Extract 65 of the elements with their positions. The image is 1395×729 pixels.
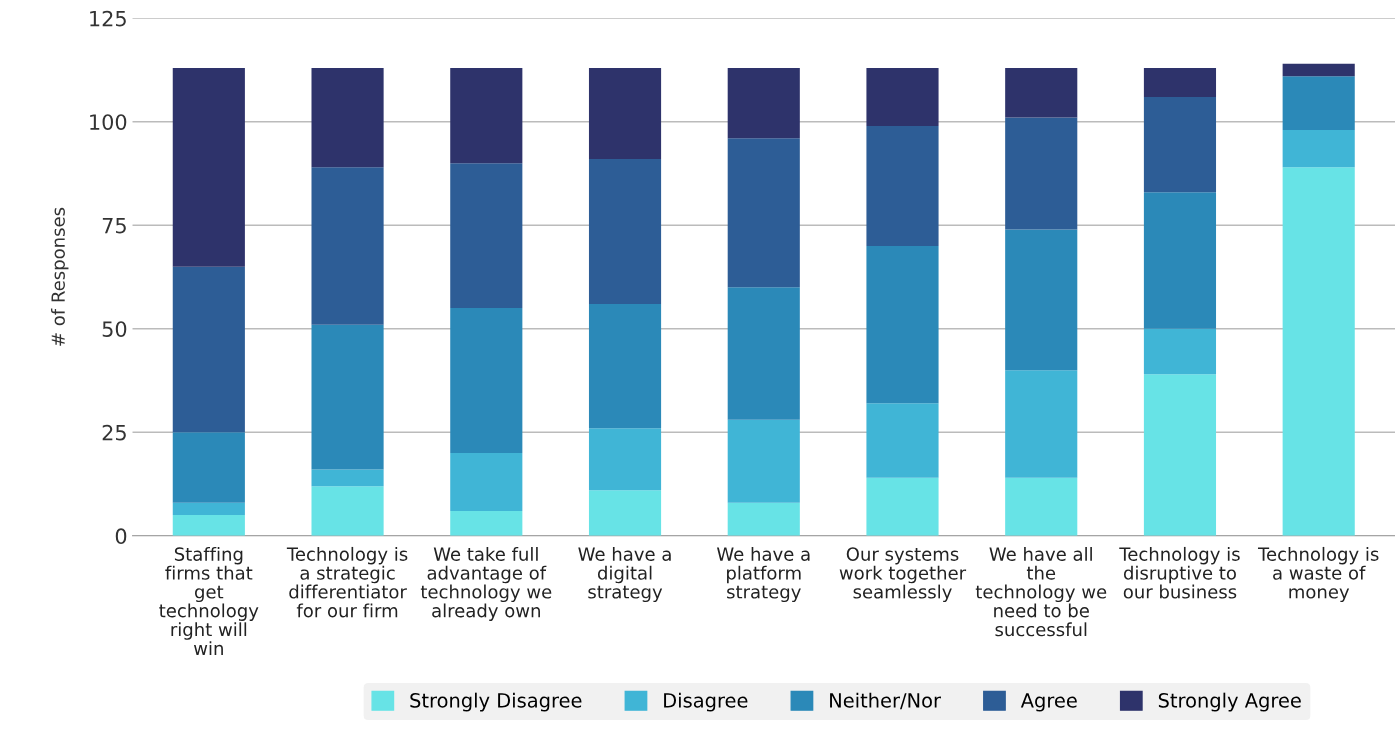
y-tick-label: 75 [102,217,126,234]
bar [450,163,523,309]
y-tick-label: 25 [102,424,126,441]
bar [1005,67,1078,118]
legend-label: Disagree [664,692,748,712]
bar [866,125,939,246]
bar [311,67,384,168]
bar [450,308,523,453]
bar [311,324,384,470]
bar [172,266,245,433]
x-tick-label: We have a digital strategy [578,546,671,603]
bar [866,403,939,478]
bar [727,67,800,139]
bar [1282,76,1355,131]
y-axis-title: # of Responses [50,207,69,346]
bar [311,486,384,536]
x-tick-label: Staffing firms that get technology right will win [159,546,259,655]
bar [727,502,800,536]
x-tick-label: We take full advantage of technology we already own [420,546,552,621]
bar [311,167,384,325]
bar [1282,63,1355,77]
bar [588,67,662,160]
bar [1143,192,1217,329]
x-tick-label: Our systems work together seamlessly [839,547,967,603]
bar [727,419,800,503]
x-tick-label: Technology is a strategic differentiator for our firm [286,546,408,618]
y-tick-label: 0 [115,528,127,545]
bar [588,159,662,304]
bar [1282,130,1355,168]
x-tick-label: Technology is disruptive to our business [1119,546,1240,599]
bar [172,432,245,503]
bar [1143,67,1217,97]
bar [727,287,800,420]
bar [450,67,523,164]
bar [1005,370,1078,478]
bar [588,303,662,429]
bar [588,428,662,491]
y-tick-label: 125 [90,10,126,27]
bar [450,453,523,511]
bar [866,67,939,126]
bar [866,245,939,404]
bar [172,502,245,516]
x-tick-label: We have all the technology we need to be successful [975,546,1107,637]
legend-label: Strongly Agree [1158,692,1301,712]
bar [1005,229,1078,371]
y-tick-label: 50 [102,321,127,337]
bar [1005,477,1078,536]
legend-label: Agree [1020,693,1077,712]
bar [1143,96,1217,193]
bar [1143,374,1217,536]
bar [1143,328,1217,375]
x-tick-label: Technology is a waste of money [1257,546,1379,603]
bar [311,469,384,487]
x-tick-label: We have a platform strategy [716,546,810,603]
bar [450,510,523,536]
bar [1005,117,1078,230]
bar [172,515,245,536]
legend-label: Neither/Nor [830,692,941,710]
bar [172,67,245,267]
legend-label: Strongly Disagree [410,692,582,712]
bar [866,477,939,536]
bar [588,490,662,536]
bar [727,138,800,288]
y-tick-label: 100 [90,114,127,130]
bar [1282,167,1355,536]
